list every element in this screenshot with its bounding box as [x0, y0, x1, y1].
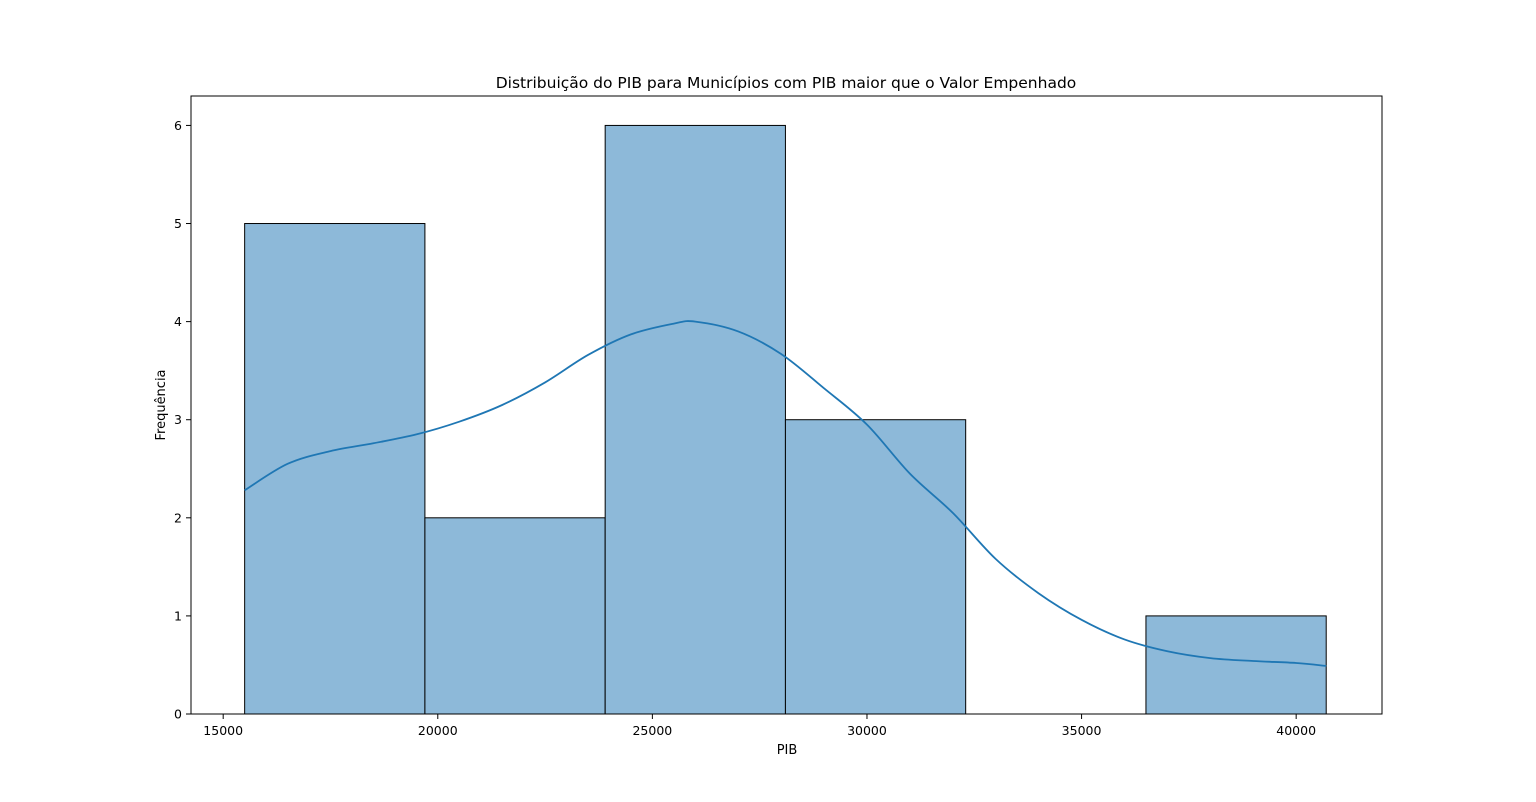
y-tick-label: 3: [174, 412, 182, 427]
x-axis-label: PIB: [777, 743, 798, 758]
x-tick-label: 20000: [418, 723, 458, 738]
y-tick-label: 1: [174, 608, 182, 623]
y-axis-ticks: 0 1 2 3 4 5 6: [174, 118, 191, 722]
x-tick-label: 25000: [632, 723, 672, 738]
y-tick-label: 0: [174, 707, 182, 722]
y-axis-label: Frequência: [154, 369, 169, 440]
x-axis-ticks: 15000 20000 25000 30000 35000 40000: [203, 714, 1316, 738]
y-tick-label: 2: [174, 510, 182, 525]
histogram-bars: [244, 124, 1327, 715]
y-tick-label: 5: [174, 216, 182, 231]
x-tick-label: 40000: [1276, 723, 1316, 738]
chart-title: Distribuição do PIB para Municípios com …: [496, 74, 1077, 92]
x-tick-label: 30000: [847, 723, 887, 738]
histogram-bar-6: [1145, 615, 1327, 715]
histogram-bar-2: [424, 517, 606, 715]
plot-frame: [190, 95, 1383, 715]
y-tick-label: 4: [174, 314, 182, 329]
y-tick-label: 6: [174, 118, 182, 133]
histogram-bar-1: [244, 223, 426, 715]
kde-curve: [244, 320, 1327, 667]
x-tick-label: 35000: [1062, 723, 1102, 738]
histogram-bar-4: [784, 419, 967, 715]
histogram-bar-3: [604, 124, 786, 715]
x-tick-label: 15000: [203, 723, 243, 738]
